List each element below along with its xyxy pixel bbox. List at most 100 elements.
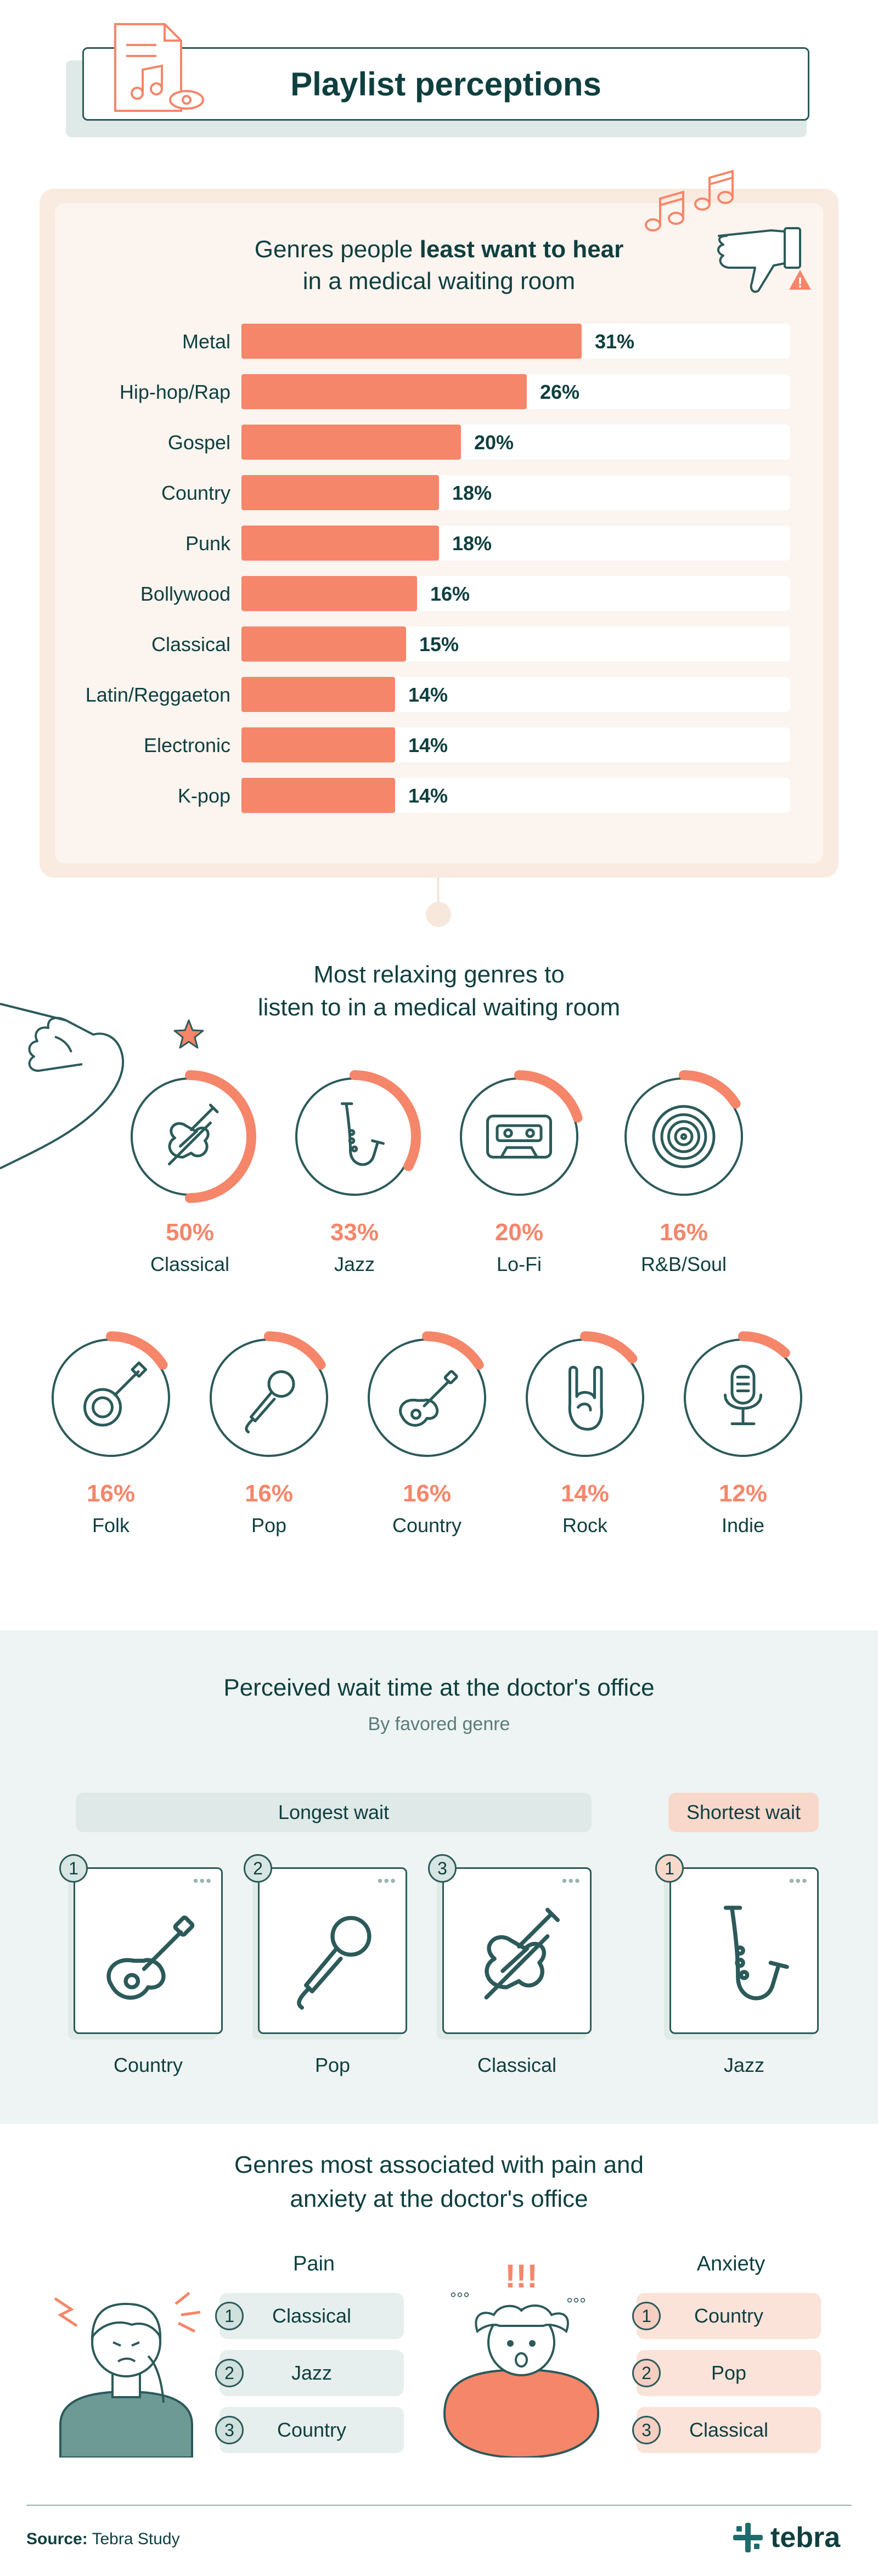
rank-badge: 2 xyxy=(244,1854,272,1883)
relaxing-title-line1: Most relaxing genres to xyxy=(313,961,565,988)
cassette-icon xyxy=(486,1115,552,1159)
bar-label: K-pop xyxy=(177,784,230,807)
list-rank: 1 xyxy=(215,2302,244,2330)
longest-wait-pill: Longest wait xyxy=(76,1793,592,1832)
ring-arc xyxy=(264,1331,326,1370)
bar xyxy=(241,727,395,762)
microphone-icon xyxy=(297,1916,372,2010)
ring-arc xyxy=(580,1331,638,1364)
ring-arc xyxy=(738,1331,790,1358)
ring-label: Rock xyxy=(562,1514,608,1536)
star-icon xyxy=(173,1019,204,1049)
svg-text:°°°: °°° xyxy=(450,2290,470,2308)
card-genre-label: Classical xyxy=(477,2054,557,2076)
svg-text:!: ! xyxy=(798,274,803,291)
genre-card: ••• xyxy=(669,1867,819,2034)
ring-label: Jazz xyxy=(334,1253,375,1275)
bar-value-label: 14% xyxy=(408,734,448,756)
card-menu-icon: ••• xyxy=(377,1872,397,1889)
pain-anxiety-title-line1: Genres most associated with pain and xyxy=(234,2151,644,2178)
bar-value-label: 18% xyxy=(452,482,492,504)
footer-source-value: Tebra Study xyxy=(87,2530,180,2548)
rank-badge: 1 xyxy=(59,1854,88,1883)
bar xyxy=(241,626,406,662)
ring-percent: 50% xyxy=(165,1219,215,1246)
bar-value-label: 18% xyxy=(452,532,492,555)
wait-subtitle: By favored genre xyxy=(368,1714,510,1735)
ring-percent: 16% xyxy=(402,1480,452,1507)
bar-label: Hip-hop/Rap xyxy=(119,381,230,403)
footer-divider xyxy=(26,2505,852,2506)
wait-title: Perceived wait time at the doctor's offi… xyxy=(223,1674,655,1701)
ring-label: Pop xyxy=(251,1514,287,1536)
ring-arc xyxy=(422,1331,484,1370)
banjo-icon xyxy=(83,1361,148,1427)
least-want-title-pre: Genres people xyxy=(254,236,420,263)
bar-value-label: 14% xyxy=(408,683,448,706)
bar-label: Punk xyxy=(185,532,230,555)
svg-text:°°°: °°° xyxy=(566,2295,586,2313)
list-item: Jazz xyxy=(219,2350,404,2396)
ring xyxy=(624,1070,743,1196)
ring-label: Classical xyxy=(150,1253,230,1275)
ring-percent: 33% xyxy=(330,1219,379,1246)
bar-label: Metal xyxy=(182,330,230,353)
section-connector xyxy=(437,878,439,916)
ring xyxy=(460,1070,583,1196)
ring-label: Country xyxy=(392,1514,462,1536)
ring xyxy=(295,1070,421,1196)
anxious-person-icon: !!! °°° °°° xyxy=(443,2258,600,2458)
list-item: Country xyxy=(637,2293,821,2339)
guitar-icon xyxy=(399,1370,458,1427)
list-rank: 3 xyxy=(632,2416,661,2444)
microphone-icon xyxy=(245,1370,295,1433)
genre-card: ••• xyxy=(74,1867,223,2034)
bar-label: Bollywood xyxy=(140,583,230,605)
bar-label: Electronic xyxy=(143,734,230,756)
list-rank: 2 xyxy=(632,2359,661,2387)
card-genre-label: Country xyxy=(113,2054,183,2076)
music-notes-icon xyxy=(645,170,734,231)
ring xyxy=(368,1331,486,1457)
ring xyxy=(526,1331,644,1457)
ring-arc xyxy=(679,1070,741,1109)
ring-arc xyxy=(350,1070,421,1171)
section-connector-dot xyxy=(426,902,451,927)
card-menu-icon: ••• xyxy=(193,1872,212,1889)
page-title: Playlist perceptions xyxy=(290,65,601,103)
list-rank: 3 xyxy=(215,2416,244,2444)
bar-label: Country xyxy=(161,482,230,504)
ring xyxy=(684,1331,802,1457)
violin-icon xyxy=(484,1907,560,1999)
shortest-wait-pill: Shortest wait xyxy=(668,1793,819,1832)
least-want-title: Genres people least want to hear xyxy=(165,236,713,263)
saxophone-icon xyxy=(723,1906,789,2001)
rock-hand-icon xyxy=(568,1365,603,1431)
bar xyxy=(241,526,439,561)
least-want-title-bold: least want to hear xyxy=(419,236,624,263)
ring-arc xyxy=(106,1331,168,1370)
card-genre-label: Pop xyxy=(314,2054,351,2076)
least-want-title-line2: in a medical waiting room xyxy=(302,268,576,295)
bar-label: Gospel xyxy=(167,431,230,454)
ring-arc xyxy=(185,1070,256,1203)
rank-badge: 3 xyxy=(428,1854,457,1883)
ring xyxy=(210,1331,328,1457)
headache-person-icon xyxy=(54,2292,201,2458)
brand-logo: tebra xyxy=(733,2521,840,2554)
violin-icon xyxy=(168,1104,219,1166)
bar-value-label: 31% xyxy=(595,330,635,353)
list-item: Classical xyxy=(219,2293,404,2339)
bar xyxy=(241,425,461,460)
ring-percent: 16% xyxy=(244,1480,294,1507)
relaxing-title-line2: listen to in a medical waiting room xyxy=(257,994,621,1021)
ring-percent: 12% xyxy=(718,1480,768,1507)
bar-value-label: 15% xyxy=(419,633,459,656)
bar-value-label: 16% xyxy=(430,583,470,605)
bar-label: Classical xyxy=(151,633,230,656)
bar-label: Latin/Reggaeton xyxy=(85,683,230,706)
title-box xyxy=(82,47,809,121)
thumbs-down-icon: ! xyxy=(717,227,811,293)
ring-label: Lo-Fi xyxy=(496,1253,542,1275)
bar xyxy=(241,778,395,813)
